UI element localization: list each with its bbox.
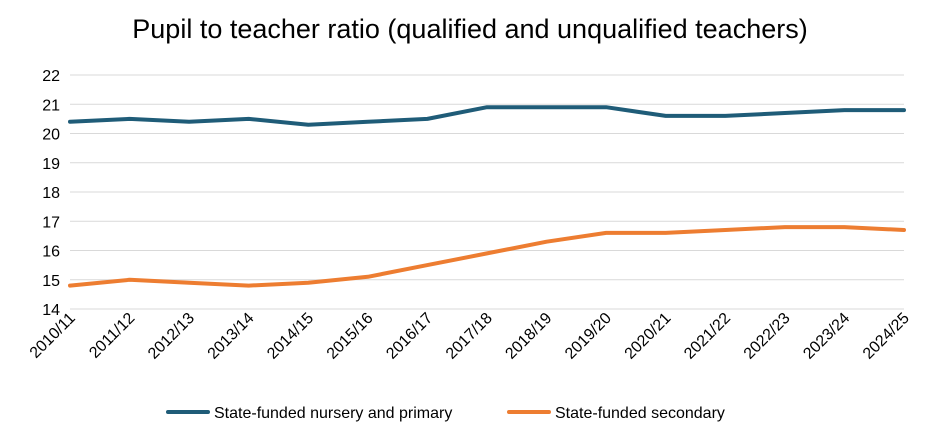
series-line-0 (68, 105, 906, 127)
x-tick-label: 2017/18 (443, 310, 496, 363)
y-tick-label: 19 (42, 156, 60, 173)
series-lines (68, 105, 906, 288)
legend-label-1: State-funded secondary (555, 405, 725, 422)
y-axis-ticks: 14 15 16 17 18 19 20 21 22 (42, 68, 60, 319)
x-tick-label: 2023/24 (800, 310, 853, 363)
x-tick-label: 2024/25 (860, 310, 913, 363)
chart-title: Pupil to teacher ratio (qualified and un… (132, 14, 808, 44)
series-line-1 (68, 225, 906, 288)
x-tick-label: 2020/21 (622, 310, 675, 363)
gridlines (70, 74, 904, 310)
y-tick-label: 14 (42, 302, 60, 319)
x-tick-label: 2021/22 (681, 310, 734, 363)
x-tick-label: 2022/23 (741, 310, 794, 363)
x-tick-label: 2014/15 (264, 310, 317, 363)
x-axis-ticks: 2010/11 2011/12 2012/13 2013/14 2014/15 2015/… (27, 310, 913, 363)
x-tick-label: 2013/14 (205, 310, 258, 363)
x-tick-label: 2019/20 (562, 310, 615, 363)
y-tick-label: 17 (42, 214, 60, 231)
x-tick-label: 2018/19 (502, 310, 555, 363)
legend-label-0: State-funded nursery and primary (214, 405, 452, 422)
y-tick-label: 20 (42, 127, 60, 144)
y-tick-label: 18 (42, 185, 60, 202)
x-tick-label: 2015/16 (324, 310, 377, 363)
y-tick-label: 22 (42, 68, 60, 85)
y-tick-label: 15 (42, 273, 60, 290)
legend: State-funded nursery and primary State-fu… (166, 405, 725, 422)
x-tick-label: 2016/17 (383, 310, 436, 363)
x-tick-label: 2012/13 (145, 310, 198, 363)
x-tick-label: 2011/12 (86, 310, 138, 362)
y-tick-label: 21 (42, 97, 60, 114)
y-tick-label: 16 (42, 244, 60, 261)
